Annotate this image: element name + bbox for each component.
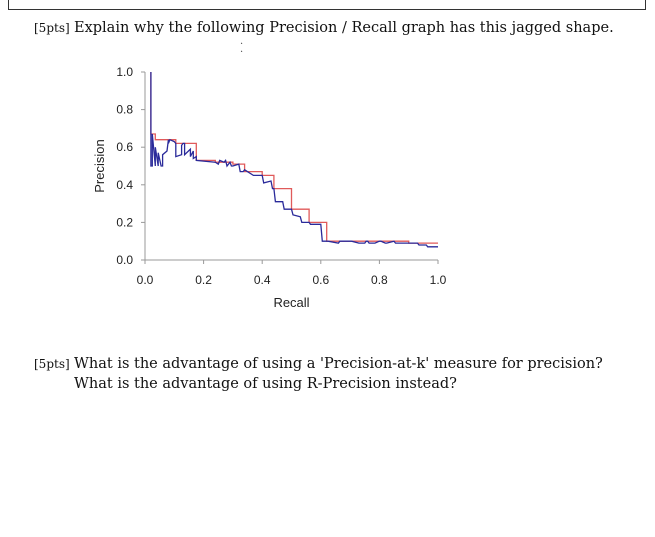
previous-answer-box (8, 0, 646, 10)
x-tick-label: 0.6 (312, 273, 329, 287)
y-tick-label: 0.4 (116, 178, 133, 192)
question-1: [5pts] Explain why the following Precisio… (34, 18, 614, 38)
text-cursor-marker: · · (240, 39, 244, 58)
question-2-line-1: [5pts] What is the advantage of using a '… (34, 354, 603, 374)
question-1-points: [5pts] (34, 21, 70, 35)
x-tick-label: 0.8 (371, 273, 388, 287)
y-tick-label: 0.6 (116, 140, 133, 154)
series-line-raw (150, 72, 438, 248)
question-2: [5pts] What is the advantage of using a '… (34, 354, 603, 394)
question-2-points: [5pts] (34, 357, 70, 371)
y-tick-label: 0.0 (116, 253, 133, 267)
question-2-text-2: What is the advantage of using R-Precisi… (74, 376, 457, 392)
x-tick-label: 0.2 (195, 273, 212, 287)
y-tick-label: 0.8 (116, 103, 133, 117)
x-axis-title: Recall (273, 295, 309, 310)
question-1-line-1: [5pts] Explain why the following Precisio… (34, 18, 614, 38)
y-tick-label: 1.0 (116, 65, 133, 79)
x-tick-label: 0.4 (254, 273, 271, 287)
y-tick-label: 0.2 (116, 215, 133, 229)
question-1-text: Explain why the following Precision / Re… (74, 20, 614, 36)
question-2-line-2: What is the advantage of using R-Precisi… (34, 374, 603, 394)
y-axis-title: Precision (92, 139, 107, 192)
question-2-text-1: What is the advantage of using a 'Precis… (74, 356, 603, 372)
x-tick-label: 1.0 (430, 273, 447, 287)
x-tick-label: 0.0 (137, 273, 154, 287)
